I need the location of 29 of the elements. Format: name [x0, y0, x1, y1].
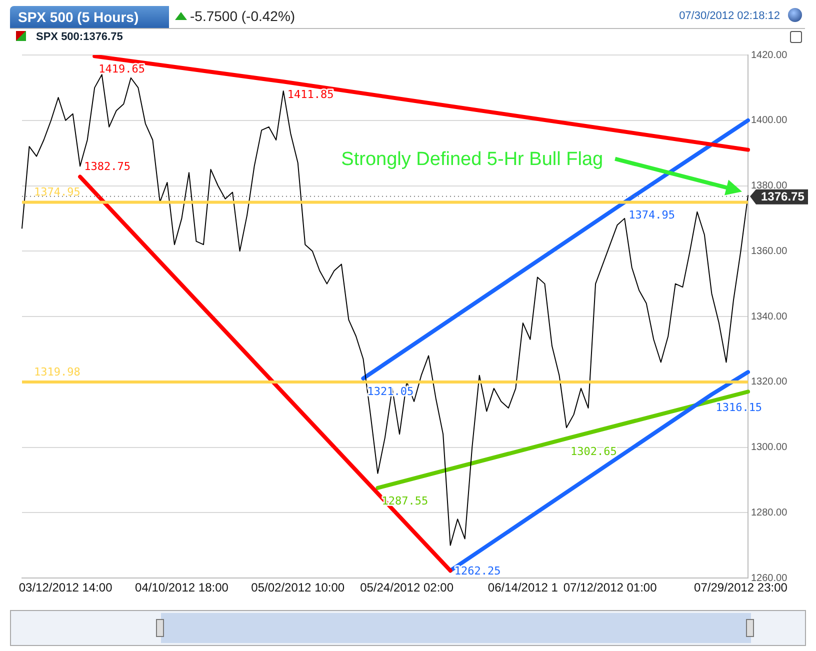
x-tick-label: 06/14/2012 1: [488, 580, 558, 595]
y-tick-label: 1280.00: [751, 507, 788, 518]
data-label: 1382.75: [84, 160, 130, 174]
ref-line-label: 1374.95: [34, 186, 80, 199]
chart-title: SPX 500 (5 Hours): [10, 6, 169, 28]
y-tick-label: 1340.00: [751, 311, 788, 322]
x-tick-label: 04/10/2012 18:00: [135, 580, 229, 595]
y-tick-label: 1400.00: [751, 115, 788, 126]
y-tick-label: 1420.00: [751, 50, 788, 61]
y-tick-label: 1360.00: [751, 246, 788, 257]
ref-line-label: 1319.98: [34, 365, 80, 378]
text: 07/30/2012 02:18:12: [679, 10, 780, 22]
y-tick-label: 1380.00: [751, 180, 788, 192]
x-tick-label: 07/12/2012 01:00: [563, 580, 658, 595]
text: -5.7500 (-0.42%): [190, 8, 296, 24]
y-tick-label: 1300.00: [751, 442, 788, 453]
data-label: 1316.15: [716, 400, 762, 414]
annotation: Strongly Defined 5-Hr Bull Flag: [341, 148, 604, 170]
chart-subtitle: SPX 500:1376.75: [36, 31, 123, 43]
data-label: 1262.25: [454, 564, 501, 578]
data-label: 1411.85: [287, 88, 334, 101]
x-tick-label: 05/24/2012 02:00: [360, 580, 454, 595]
data-label: 1374.95: [628, 208, 675, 222]
data-label: 1419.65: [98, 62, 145, 76]
ref-line-label: 1376.75: [761, 190, 805, 204]
x-tick-label: 03/12/2012 14:00: [18, 580, 113, 595]
x-tick-label: 05/02/2012 10:00: [251, 580, 345, 595]
data-label: 1302.65: [570, 444, 617, 458]
y-tick-label: 1320.00: [751, 376, 788, 388]
